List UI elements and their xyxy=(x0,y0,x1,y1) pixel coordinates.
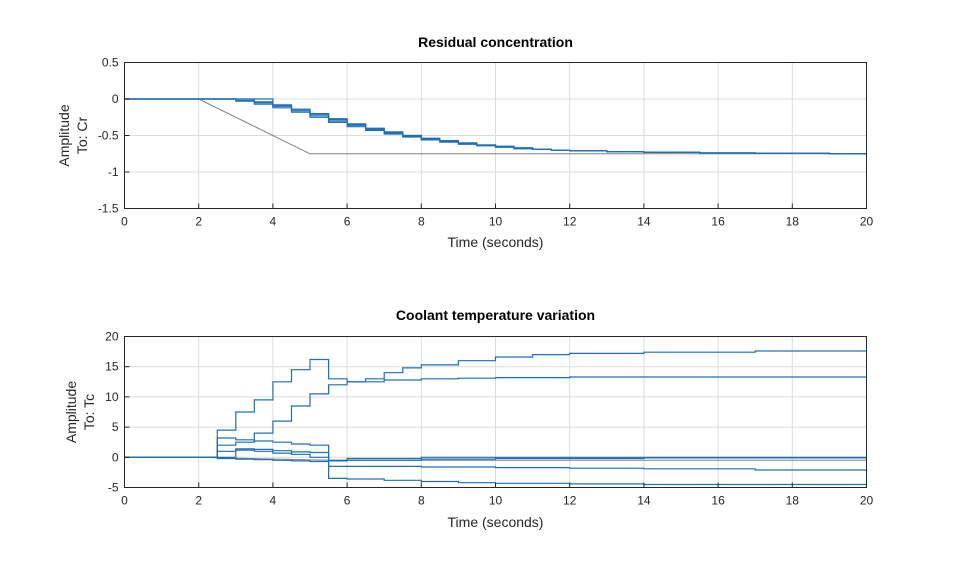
series-line-2 xyxy=(124,376,867,458)
plot-title: Residual concentration xyxy=(418,34,573,50)
y-ticks: -1.5 -1 -0.5 0 0.5 xyxy=(98,56,130,216)
x-tick-label: 20 xyxy=(860,215,874,229)
x-tick-label: 0 xyxy=(121,215,128,229)
x-tick-label: 8 xyxy=(418,494,425,508)
y-tick-label: 0 xyxy=(112,92,119,106)
x-tick-label: 8 xyxy=(418,215,425,229)
x-tick-label: 6 xyxy=(344,494,351,508)
plot-title: Coolant temperature variation xyxy=(396,307,595,323)
x-tick-label: 18 xyxy=(786,215,800,229)
series-layer xyxy=(124,98,867,155)
y-tick-label: -5 xyxy=(108,481,119,495)
x-tick-label: 4 xyxy=(270,215,277,229)
x-tick-label: 2 xyxy=(195,494,202,508)
x-tick-label: 16 xyxy=(711,215,725,229)
x-tick-label: 14 xyxy=(637,494,651,508)
y-axis-label: Amplitude xyxy=(56,104,72,166)
x-tick-label: 20 xyxy=(860,494,874,508)
x-tick-label: 10 xyxy=(489,494,503,508)
y-tick-label: 10 xyxy=(105,390,119,404)
x-tick-label: 12 xyxy=(563,215,577,229)
x-ticks: 0 2 4 6 8 10 12 14 16 18 20 xyxy=(121,203,874,229)
x-tick-label: 16 xyxy=(711,494,725,508)
output-label: To: Cr xyxy=(74,116,90,154)
x-ticks: 0 2 4 6 8 10 12 14 16 18 20 xyxy=(121,482,874,508)
series-line-4 xyxy=(124,448,867,462)
series-line-4 xyxy=(124,98,867,155)
x-tick-label: 2 xyxy=(195,215,202,229)
y-tick-label: -1 xyxy=(108,165,119,179)
output-label: To: Tc xyxy=(81,394,97,430)
x-tick-label: 10 xyxy=(489,215,503,229)
series-line-1 xyxy=(124,350,867,458)
x-tick-label: 14 xyxy=(637,215,651,229)
y-tick-label: 0.5 xyxy=(102,56,119,70)
y-tick-label: -0.5 xyxy=(98,129,119,143)
x-axis-label: Time (seconds) xyxy=(448,234,544,250)
y-tick-label: 20 xyxy=(105,330,119,344)
x-tick-label: 0 xyxy=(121,494,128,508)
plot-residual-concentration: Residual concentration 0 2 4 6 8 10 12 14 16 18 20… xyxy=(56,34,873,250)
y-tick-label: 0 xyxy=(112,450,119,464)
series-line-3 xyxy=(124,437,867,461)
y-tick-label: 5 xyxy=(112,420,119,434)
x-axis-label: Time (seconds) xyxy=(448,514,544,530)
y-tick-label: 15 xyxy=(105,360,119,374)
x-tick-label: 18 xyxy=(786,494,800,508)
y-ticks: -5 0 5 10 15 20 xyxy=(105,330,130,495)
x-tick-label: 6 xyxy=(344,215,351,229)
x-tick-label: 12 xyxy=(563,494,577,508)
y-axis-label: Amplitude xyxy=(63,381,79,443)
series-layer xyxy=(124,350,868,486)
x-tick-label: 4 xyxy=(270,494,277,508)
y-tick-label: -1.5 xyxy=(98,202,119,216)
plot-coolant-temperature: Coolant temperature variation 0 2 4 6 8 10 12 1… xyxy=(63,307,873,530)
